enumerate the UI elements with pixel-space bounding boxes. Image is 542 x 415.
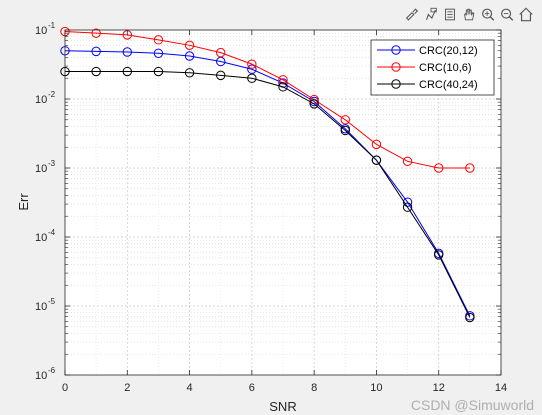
- plot-frame: [64, 29, 502, 376]
- legend-label: CRC(20,12): [419, 45, 478, 57]
- home-icon[interactable]: [518, 5, 534, 23]
- series-line: [65, 71, 471, 318]
- data-point: [122, 66, 132, 77]
- legend-label: CRC(10,6): [419, 62, 472, 74]
- data-point: [91, 28, 101, 38]
- data-point: [184, 40, 195, 51]
- y-axis-label: Err: [16, 193, 31, 211]
- data-point: [340, 125, 350, 136]
- data-point: [216, 70, 226, 81]
- x-tick-label: 14: [495, 382, 507, 394]
- y-tick-exponent: -2: [48, 90, 56, 99]
- data-point: [122, 47, 132, 57]
- data-point: [371, 139, 382, 150]
- legend-entry: CRC(40,24): [377, 79, 478, 91]
- data-point: [184, 68, 195, 78]
- zoom-out-icon[interactable]: [499, 5, 515, 23]
- legend-entry: CRC(10,6): [377, 62, 472, 74]
- legend-marker: [391, 62, 401, 72]
- y-tick-exponent: -6: [48, 366, 56, 375]
- data-point: [278, 75, 288, 85]
- y-tick-label: 10 -1: [35, 21, 56, 37]
- data-point: [247, 64, 257, 74]
- legend[interactable]: CRC(20,12) CRC(10,6) CRC(40,24): [370, 39, 495, 96]
- y-tick-exponent: -4: [48, 228, 56, 237]
- data-point: [309, 99, 319, 109]
- x-tick-label: 12: [433, 382, 445, 394]
- data-point: [91, 46, 101, 57]
- data-point: [247, 73, 257, 83]
- data-point: [465, 163, 475, 173]
- y-tick-label: 10 -2: [35, 90, 56, 106]
- data-point: [434, 250, 444, 260]
- y-tick-exponent: -3: [48, 159, 56, 168]
- y-tick-exponent: -1: [48, 21, 56, 30]
- y-tick-base: 10: [35, 163, 47, 175]
- x-tick-label: 4: [187, 382, 193, 394]
- x-tick-label: 10: [370, 382, 382, 394]
- legend-label: CRC(40,24): [419, 79, 478, 91]
- data-point: [434, 163, 444, 173]
- data-point: [91, 66, 101, 77]
- y-tick-labels: 10-610-510-410-310-210-1: [35, 21, 56, 382]
- data-point: [402, 202, 413, 212]
- series-line: [64, 50, 471, 317]
- data-point: [216, 47, 226, 58]
- legend-marker: [391, 45, 401, 55]
- zoom-in-icon[interactable]: [480, 5, 496, 23]
- y-tick-exponent: -5: [48, 297, 56, 306]
- data-point: [153, 48, 164, 58]
- y-tick-label: 10 -5: [35, 297, 56, 313]
- data-point: [465, 312, 475, 323]
- data-point: [247, 59, 257, 69]
- legend-marker: [391, 79, 401, 89]
- pan-icon[interactable]: [461, 5, 477, 23]
- data-point: [371, 155, 382, 165]
- series-1: [60, 26, 475, 173]
- y-tick-label: 10 -6: [35, 366, 56, 382]
- data-point: [184, 51, 195, 61]
- legend-entry: CRC(20,12): [377, 45, 478, 57]
- rotate-icon[interactable]: [442, 5, 458, 23]
- data-point: [153, 66, 164, 77]
- series-layer: [60, 26, 475, 323]
- y-tick-label: 10 -4: [35, 228, 56, 244]
- data-point: [153, 35, 164, 45]
- x-tick-label: 2: [124, 382, 130, 394]
- brush-icon[interactable]: [404, 5, 420, 23]
- y-tick-base: 10: [35, 25, 47, 37]
- x-tick-label: 8: [311, 382, 317, 394]
- x-tick-labels: 0 2 4 6 8 10 12 14: [62, 382, 507, 394]
- y-tick-label: 10 -3: [35, 159, 56, 175]
- data-point: [402, 156, 413, 167]
- y-tick-base: 10: [35, 232, 47, 244]
- axes-toolbar: [404, 5, 534, 25]
- series-line: [64, 31, 470, 169]
- data-tip-icon[interactable]: [423, 5, 439, 23]
- data-point: [278, 82, 288, 92]
- minor-grid: [65, 30, 501, 375]
- x-axis-label: SNR: [269, 399, 296, 414]
- series-2: [60, 66, 475, 323]
- x-tick-label: 0: [62, 382, 68, 394]
- y-tick-base: 10: [35, 94, 47, 106]
- y-tick-base: 10: [35, 301, 47, 313]
- ticks: [64, 29, 502, 376]
- x-tick-label: 6: [249, 382, 255, 394]
- y-tick-base: 10: [35, 370, 47, 382]
- data-point: [340, 115, 350, 125]
